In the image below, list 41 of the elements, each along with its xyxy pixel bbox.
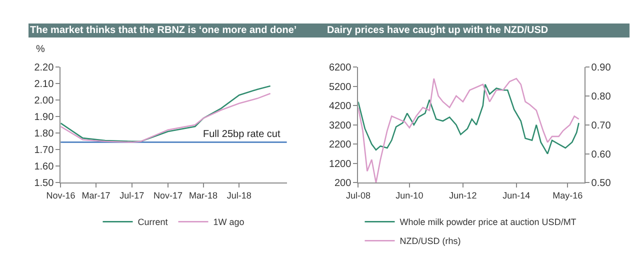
legend-label: NZD/USD (rhs): [400, 236, 461, 246]
y-tick-label: 2.10: [34, 79, 54, 90]
x-tick-label: Nov-16: [46, 190, 76, 200]
y-tick-label: 4200: [328, 101, 352, 112]
y-tick-label: 1.50: [34, 178, 54, 190]
y2-tick-label: 0.90: [591, 62, 612, 74]
y-tick-label: 200: [334, 178, 352, 190]
y-tick-label: 1200: [328, 158, 352, 170]
y-axis-title: %: [36, 44, 45, 55]
legend-label: Whole milk powder price at auction USD/MT: [400, 217, 577, 228]
chart-title: The market thinks that the RBNZ is ‘one more and done’: [30, 25, 297, 36]
legend-label: Current: [138, 217, 168, 228]
y2-tick-label: 0.60: [591, 149, 612, 160]
x-tick-label: Jun-10: [396, 190, 424, 200]
x-tick-label: Jul-17: [120, 190, 144, 200]
x-tick-label: Mar-17: [82, 190, 110, 200]
y-tick-label: 2200: [328, 140, 352, 151]
y-tick-label: 3200: [328, 120, 352, 132]
y2-tick-label: 0.80: [591, 91, 612, 102]
x-tick-label: Jun-14: [502, 190, 530, 200]
legend-label: 1W ago: [213, 217, 244, 228]
x-tick-label: Jul-08: [346, 190, 370, 200]
y-tick-label: 1.90: [34, 112, 54, 124]
line-series: [358, 78, 580, 183]
x-tick-label: Nov-17: [154, 190, 183, 200]
y2-tick-label: 0.70: [591, 120, 612, 132]
line-series: [358, 84, 580, 154]
x-tick-label: Jul-18: [226, 190, 252, 200]
y-tick-label: 2.20: [34, 62, 54, 74]
y2-tick-label: 0.50: [591, 178, 612, 190]
ref-line-label: Full 25bp rate cut: [203, 129, 280, 140]
x-tick-label: Jun-12: [449, 190, 477, 200]
x-tick-label: May-16: [552, 190, 583, 200]
y-tick-label: 2.00: [34, 96, 54, 107]
chart-title: Dairy prices have caught up with the NZD/USD: [327, 25, 548, 36]
y-tick-label: 1.70: [34, 145, 54, 156]
y-tick-label: 1.60: [34, 162, 54, 173]
y-tick-label: 6200: [328, 62, 352, 74]
y-tick-label: 5200: [328, 82, 352, 93]
y-tick-label: 1.80: [34, 128, 54, 140]
x-tick-label: Mar-18: [189, 190, 218, 200]
